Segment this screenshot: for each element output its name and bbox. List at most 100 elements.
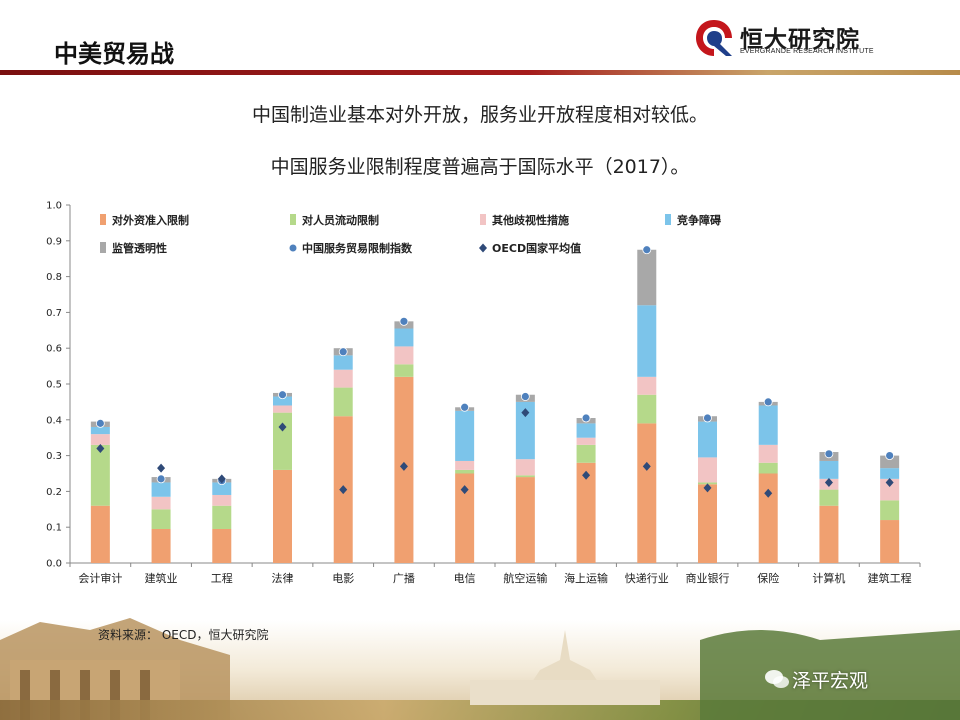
slide-header: 中美贸易战 恒大研究院 EVERGRANDE RESEARCH INSTITUT… — [0, 0, 960, 78]
bar-segment — [273, 412, 292, 470]
x-tick-label: 法律 — [272, 571, 294, 585]
x-tick-label: 电影 — [332, 572, 354, 585]
bar-segment — [515, 401, 535, 460]
bar-segment — [455, 410, 475, 461]
bar-segment — [151, 482, 171, 497]
bar-segment — [333, 355, 353, 370]
bar-segment — [880, 520, 900, 563]
oecd-point — [642, 461, 651, 471]
bar-segment — [394, 328, 414, 347]
legend-label: 对人员流动限制 — [302, 213, 379, 227]
legend-label: 监管透明性 — [112, 241, 167, 255]
watermark: 泽平宏观 — [792, 670, 869, 692]
bar-segment — [758, 473, 778, 563]
bar-segment — [394, 346, 414, 365]
wechat-icon — [765, 670, 789, 688]
y-tick-label: 0.4 — [46, 415, 62, 426]
legend-swatch — [100, 242, 106, 253]
x-tick-label: 工程 — [211, 572, 233, 585]
oecd-point — [764, 488, 773, 498]
bar-segment — [333, 369, 353, 388]
logo-name: 恒大研究院 — [740, 27, 860, 53]
stacked-bar-chart: 0.0 0.1 0.2 0.3 0.4 0.5 0.6 0.7 0.8 0.9 1.0 会计审计 建筑业… — [46, 201, 921, 585]
legend-label: 其他歧视性措施 — [492, 213, 569, 227]
bar-segment — [819, 460, 839, 479]
bar-segment — [758, 405, 778, 445]
bar-segment — [880, 468, 900, 479]
index-point — [278, 390, 287, 400]
x-tick-label: 电信 — [454, 572, 476, 585]
bar-segment — [90, 444, 110, 506]
bar-segment — [576, 423, 596, 438]
index-point — [95, 418, 105, 428]
bar-segment — [637, 376, 657, 395]
bar-segment — [637, 249, 657, 306]
index-point — [460, 402, 470, 412]
oecd-point — [460, 485, 469, 495]
bar-segment — [455, 473, 475, 563]
legend-swatch — [290, 214, 296, 225]
bar-segment — [394, 364, 414, 377]
x-tick-label: 计算机 — [812, 571, 845, 585]
legend-swatch — [479, 243, 487, 253]
x-tick-label: 广播 — [393, 571, 415, 585]
index-point — [763, 397, 773, 407]
y-tick-label: 0.0 — [46, 559, 62, 570]
x-tick-label: 建筑工程 — [868, 571, 912, 585]
y-tick-label: 0.6 — [46, 344, 62, 355]
oecd-point — [885, 477, 894, 487]
legend-label: OECD国家平均值 — [492, 241, 581, 255]
bar-segment — [90, 434, 110, 445]
bar-segment — [698, 484, 717, 563]
legend-swatch — [100, 214, 106, 225]
index-point — [338, 347, 348, 357]
legend-label: 竞争障碍 — [677, 213, 721, 227]
x-tick-label: 商业银行 — [686, 571, 730, 585]
oecd-point — [703, 483, 712, 493]
legend-label: 中国服务贸易限制指数 — [302, 241, 413, 255]
x-tick-label: 海上运输 — [564, 571, 608, 585]
oecd-point — [157, 463, 166, 473]
y-tick-label: 0.8 — [46, 272, 62, 283]
bar-segment — [455, 469, 475, 474]
bar-segment — [212, 505, 232, 529]
bar-segment — [273, 469, 292, 563]
bar-segment — [819, 505, 839, 563]
bar-segment — [90, 426, 110, 435]
logo-subtitle: EVERGRANDE RESEARCH INSTITUTE — [740, 48, 874, 55]
oecd-point — [824, 477, 833, 487]
x-tick-label: 会计审计 — [78, 571, 122, 585]
bar-segment — [880, 455, 900, 469]
oecd-point — [399, 461, 408, 471]
oecd-point — [217, 474, 226, 484]
bar-segment — [576, 462, 596, 563]
oecd-point — [339, 485, 348, 495]
index-point — [703, 413, 712, 423]
bar-segment — [212, 494, 232, 506]
y-tick-label: 0.3 — [46, 451, 62, 462]
bar-segment — [212, 482, 232, 495]
header-divider — [0, 70, 960, 75]
index-point — [885, 451, 895, 461]
source-note: 资料来源： OECD，恒大研究院 — [98, 628, 269, 642]
bar-segment — [698, 457, 717, 483]
index-point — [520, 392, 530, 401]
bar-segment — [637, 305, 657, 377]
bar-segment — [151, 509, 171, 529]
bar-segment — [273, 396, 292, 406]
headline-1: 中国制造业基本对外开放，服务业开放程度相对较低。 — [251, 104, 708, 126]
bar-segment — [273, 405, 292, 413]
bar-segment — [90, 505, 110, 563]
logo: 恒大研究院 EVERGRANDE RESEARCH INSTITUTE — [692, 16, 892, 62]
legend-label: 对外资准入限制 — [112, 213, 189, 227]
bar-segment — [880, 478, 900, 501]
bar-segment — [758, 444, 778, 463]
index-point — [156, 474, 166, 484]
bar-segment — [212, 528, 232, 563]
legend-swatch — [665, 214, 671, 225]
y-tick-label: 0.9 — [46, 236, 62, 247]
headline-2: 中国服务业限制程度普遍高于国际水平（2017）。 — [270, 156, 690, 178]
y-tick-label: 0.5 — [46, 380, 62, 391]
x-tick-label: 保险 — [757, 571, 779, 585]
oecd-point — [278, 422, 287, 432]
